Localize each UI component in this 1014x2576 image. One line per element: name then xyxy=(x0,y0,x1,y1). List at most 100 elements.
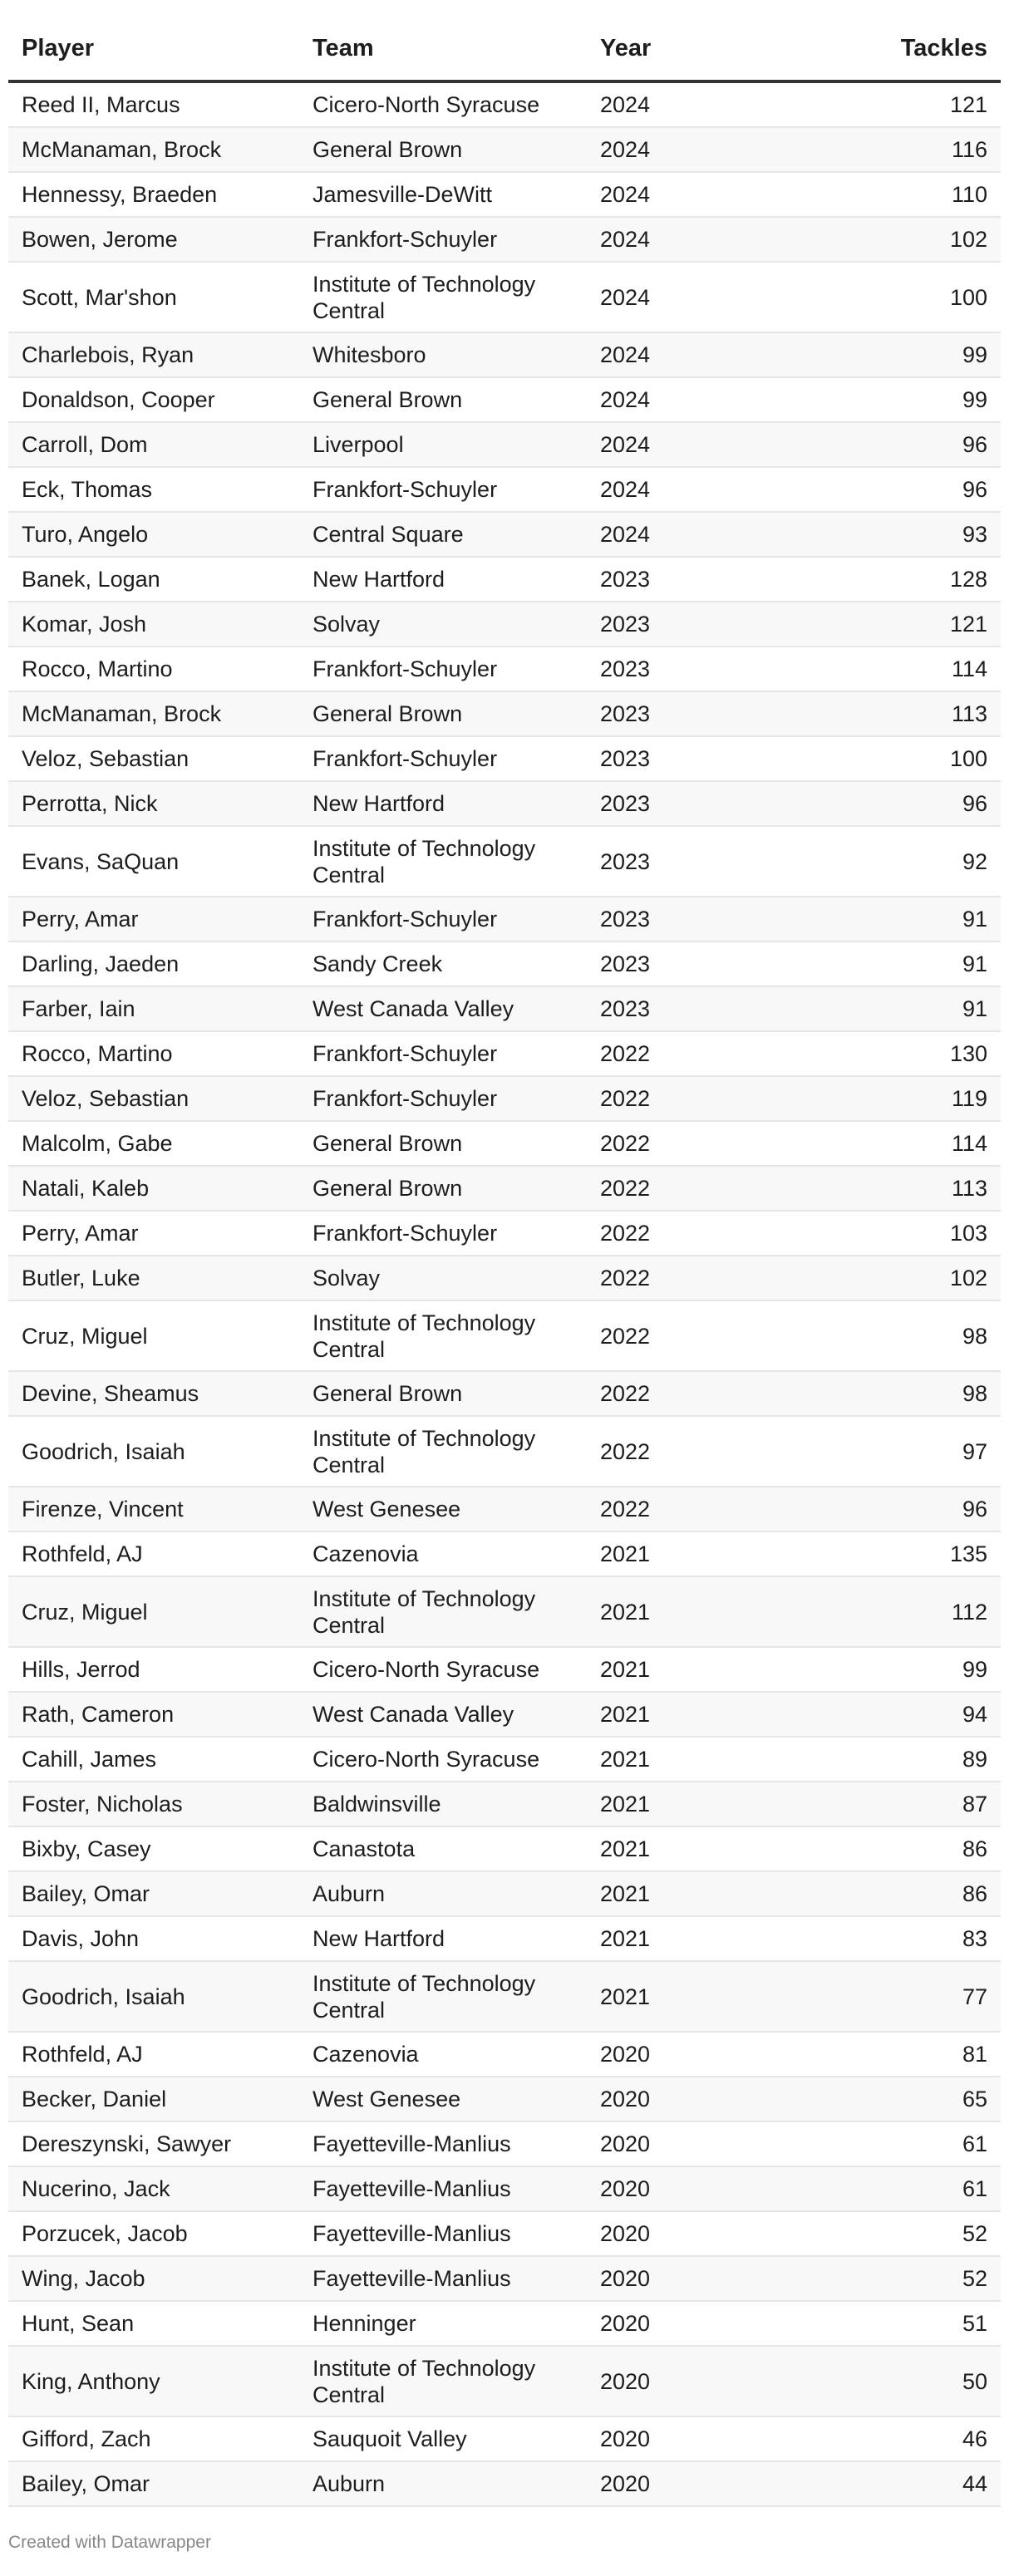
cell-team: Auburn xyxy=(313,2471,386,2496)
header-player[interactable]: Player xyxy=(22,35,95,61)
cell-tackles: 100 xyxy=(949,284,987,310)
cell-year: 2022 xyxy=(600,1497,651,1522)
cell-year: 2024 xyxy=(600,477,651,502)
cell-tackles: 102 xyxy=(949,227,987,252)
cell-player: Charlebois, Ryan xyxy=(22,342,194,367)
cell-player: Hills, Jerrod xyxy=(22,1657,140,1682)
table-row: Bailey, Omar Auburn 2020 44 xyxy=(8,2462,1001,2507)
cell-tackles: 91 xyxy=(962,996,987,1021)
header-team[interactable]: Team xyxy=(313,35,374,61)
cell-player: King, Anthony xyxy=(22,2368,160,2394)
cell-tackles: 50 xyxy=(962,2368,987,2394)
cell-team: Sauquoit Valley xyxy=(313,2426,467,2451)
cell-tackles: 91 xyxy=(962,951,987,976)
table-row: Gifford, Zach Sauquoit Valley 2020 46 xyxy=(8,2417,1001,2462)
cell-year: 2024 xyxy=(600,342,651,367)
cell-team: Auburn xyxy=(313,1881,386,1906)
table-row: Hills, Jerrod Cicero-North Syracuse 2021 99 xyxy=(8,1648,1001,1693)
cell-player: Rothfeld, AJ xyxy=(22,1541,143,1566)
cell-player: Gifford, Zach xyxy=(22,2426,151,2451)
table-row: Bowen, Jerome Frankfort-Schuyler 2024 102 xyxy=(8,218,1001,263)
table-row: Evans, SaQuan Institute of Technology Cen… xyxy=(8,827,1001,897)
cell-team: Sandy Creek xyxy=(313,951,443,976)
cell-year: 2024 xyxy=(600,522,651,547)
cell-tackles: 102 xyxy=(949,1266,987,1290)
table-row: Reed II, Marcus Cicero-North Syracuse 2024… xyxy=(8,83,1001,128)
cell-year: 2022 xyxy=(600,1266,651,1290)
table-row: Cruz, Miguel Institute of Technology Cent… xyxy=(8,1301,1001,1372)
table-row: Porzucek, Jacob Fayetteville-Manlius 2020 5… xyxy=(8,2212,1001,2257)
cell-player: Devine, Sheamus xyxy=(22,1381,199,1406)
cell-team: Cazenovia xyxy=(313,2042,419,2067)
cell-tackles: 52 xyxy=(962,2221,987,2246)
table-row: Hennessy, Braeden Jamesville-DeWitt 2024 11… xyxy=(8,173,1001,218)
header-tackles[interactable]: Tackles xyxy=(900,35,987,61)
cell-player: Turo, Angelo xyxy=(22,522,149,547)
cell-player: Banek, Logan xyxy=(22,567,160,592)
cell-year: 2020 xyxy=(600,2311,651,2336)
cell-team: General Brown xyxy=(313,701,463,726)
table-row: Dereszynski, Sawyer Fayetteville-Manlius 2… xyxy=(8,2122,1001,2167)
cell-team: Canastota xyxy=(313,1836,416,1861)
cell-player: Bailey, Omar xyxy=(22,2471,150,2496)
cell-tackles: 96 xyxy=(962,477,987,502)
cell-team: Frankfort-Schuyler xyxy=(313,1086,498,1111)
cell-player: Hennessy, Braeden xyxy=(22,182,218,207)
cell-player: Bailey, Omar xyxy=(22,1881,150,1906)
cell-player: Davis, John xyxy=(22,1926,140,1951)
table-row: Cahill, James Cicero-North Syracuse 2021 89 xyxy=(8,1738,1001,1782)
table-row: Becker, Daniel West Genesee 2020 65 xyxy=(8,2077,1001,2122)
table-row: Rothfeld, AJ Cazenovia 2020 81 xyxy=(8,2033,1001,2077)
table-header: Player Team Year Tackles xyxy=(8,0,1001,83)
cell-tackles: 46 xyxy=(962,2426,987,2451)
cell-player: Malcolm, Gabe xyxy=(22,1131,173,1156)
cell-tackles: 86 xyxy=(962,1836,987,1861)
cell-team: Solvay xyxy=(313,1266,381,1290)
table-row: Bixby, Casey Canastota 2021 86 xyxy=(8,1827,1001,1872)
cell-tackles: 52 xyxy=(962,2266,987,2291)
cell-year: 2022 xyxy=(600,1438,651,1464)
cell-tackles: 114 xyxy=(951,656,987,681)
cell-year: 2023 xyxy=(600,848,651,874)
cell-player: Rocco, Martino xyxy=(22,1041,173,1066)
cell-player: Natali, Kaleb xyxy=(22,1176,150,1201)
cell-team: General Brown xyxy=(313,137,463,162)
cell-year: 2024 xyxy=(600,137,651,162)
table-row: Darling, Jaeden Sandy Creek 2023 91 xyxy=(8,942,1001,987)
cell-tackles: 98 xyxy=(962,1323,987,1349)
table-row: Rocco, Martino Frankfort-Schuyler 2023 114 xyxy=(8,647,1001,692)
cell-player: Carroll, Dom xyxy=(22,432,148,457)
cell-year: 2020 xyxy=(600,2471,651,2496)
cell-year: 2020 xyxy=(600,2221,651,2246)
tackles-table: Player Team Year Tackles Reed II, Marcus… xyxy=(8,0,1001,2507)
cell-team: Cazenovia xyxy=(313,1541,419,1566)
cell-year: 2020 xyxy=(600,2042,651,2067)
cell-team: Cicero-North Syracuse xyxy=(313,1657,540,1682)
cell-player: Veloz, Sebastian xyxy=(22,1086,190,1111)
cell-year: 2024 xyxy=(600,227,651,252)
cell-year: 2021 xyxy=(600,1984,651,2009)
cell-tackles: 96 xyxy=(962,432,987,457)
datawrapper-credit[interactable]: Created with Datawrapper xyxy=(8,2533,211,2552)
cell-player: Rocco, Martino xyxy=(22,656,173,681)
cell-player: Perry, Amar xyxy=(22,1221,139,1246)
cell-year: 2024 xyxy=(600,182,651,207)
cell-tackles: 99 xyxy=(962,387,987,412)
header-year[interactable]: Year xyxy=(600,35,652,61)
table-row: Donaldson, Cooper General Brown 2024 99 xyxy=(8,378,1001,423)
table-row: Cruz, Miguel Institute of Technology Cent… xyxy=(8,1577,1001,1648)
cell-tackles: 77 xyxy=(962,1984,987,2009)
cell-player: Reed II, Marcus xyxy=(22,92,180,117)
cell-year: 2023 xyxy=(600,951,651,976)
cell-tackles: 103 xyxy=(949,1221,987,1246)
cell-player: Farber, Iain xyxy=(22,996,135,1021)
cell-team: Fayetteville-Manlius xyxy=(313,2266,511,2291)
cell-year: 2023 xyxy=(600,746,651,771)
cell-player: Rath, Cameron xyxy=(22,1702,175,1727)
cell-player: Cahill, James xyxy=(22,1747,157,1772)
cell-year: 2022 xyxy=(600,1176,651,1201)
cell-team: Jamesville-DeWitt xyxy=(313,182,493,207)
cell-player: Bowen, Jerome xyxy=(22,227,178,252)
cell-year: 2022 xyxy=(600,1041,651,1066)
cell-year: 2020 xyxy=(600,2426,651,2451)
